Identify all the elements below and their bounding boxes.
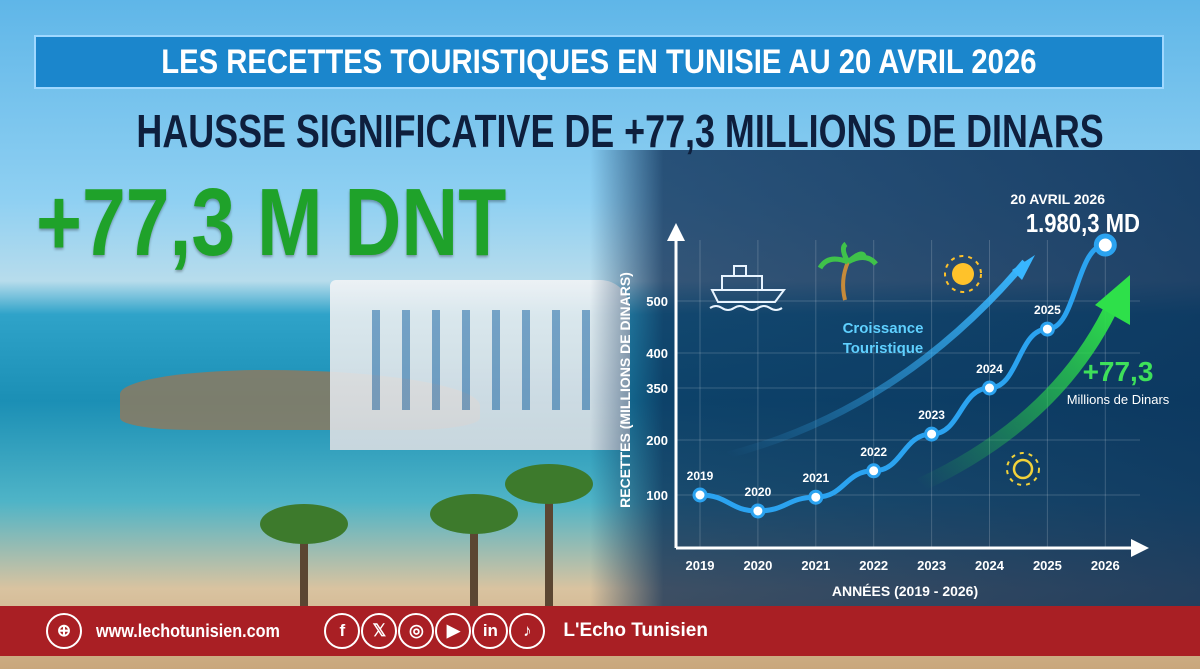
title-banner: LES RECETTES TOURISTIQUES EN TUNISIE AU … <box>34 35 1164 89</box>
x-tick-label: 2022 <box>859 558 888 573</box>
data-point <box>866 463 882 479</box>
sun-icon <box>944 255 982 293</box>
point-label: 2023 <box>918 408 945 422</box>
highlight-figure: +77,3 M DNT <box>36 169 507 276</box>
x-tick-label: 2025 <box>1033 558 1062 573</box>
youtube-icon[interactable]: ▶ <box>435 613 472 649</box>
cruise-ship-icon <box>709 265 786 311</box>
x-tick-label: 2023 <box>917 558 946 573</box>
x-icon[interactable]: 𝕏 <box>361 613 398 649</box>
y-tick-label: 100 <box>646 488 668 503</box>
title: LES RECETTES TOURISTIQUES EN TUNISIE AU … <box>161 42 1037 81</box>
growth-arrow-blue <box>727 259 1028 459</box>
social-links: f 𝕏 ◎ ▶ in ♪ <box>324 613 546 649</box>
x-tick-label: 2026 <box>1091 558 1120 573</box>
facebook-icon[interactable]: f <box>324 613 361 649</box>
linkedin-icon[interactable]: in <box>472 613 509 649</box>
globe-icon: ⊕ <box>46 613 82 649</box>
last-date: 20 AVRIL 2026 <box>1010 191 1105 207</box>
x-tick-label: 2019 <box>686 558 715 573</box>
x-axis-label: ANNÉES (2019 - 2026) <box>832 583 978 599</box>
point-label: 2020 <box>745 485 772 499</box>
y-tick-label: 400 <box>646 346 668 361</box>
x-tick-label: 2020 <box>743 558 772 573</box>
tiktok-icon[interactable]: ♪ <box>509 613 546 649</box>
growth-label-2: Touristique <box>843 340 924 357</box>
brand-name: L'Echo Tunisien <box>563 620 708 641</box>
data-point <box>924 426 940 442</box>
data-point <box>808 489 824 505</box>
growth-label-1: Croissance <box>843 320 924 337</box>
point-label: 2021 <box>802 471 829 485</box>
data-point <box>1039 321 1055 337</box>
y-tick-label: 350 <box>646 381 668 396</box>
instagram-icon[interactable]: ◎ <box>398 613 435 649</box>
data-point <box>692 487 708 503</box>
point-label: 2022 <box>860 445 887 459</box>
y-axis-label: RECETTES (MILLIONS DE DINARS) <box>617 272 633 508</box>
point-label: 2025 <box>1034 303 1061 317</box>
palm-tree <box>260 504 348 609</box>
y-tick-label: 200 <box>646 433 668 448</box>
growth-arrow-green <box>917 297 1122 492</box>
last-value: 1.980,3 MD <box>1026 209 1140 238</box>
increase-unit: Millions de Dinars <box>1067 392 1170 407</box>
subtitle: HAUSSE SIGNIFICATIVE DE +77,3 MILLIONS D… <box>136 105 1104 157</box>
x-tick-label: 2024 <box>975 558 1005 573</box>
data-point <box>750 503 766 519</box>
footer-bar: ⊕ www.lechotunisien.com f 𝕏 ◎ ▶ in ♪ L'Echo T… <box>0 606 1200 656</box>
growth-arrow-blue-head <box>1012 255 1035 280</box>
white-houses <box>330 280 630 450</box>
x-tick-label: 2021 <box>801 558 830 573</box>
data-point <box>1093 233 1117 257</box>
palm-tree-icon <box>817 241 878 301</box>
increase-value: +77,3 <box>1083 356 1154 387</box>
website-link[interactable]: www.lechotunisien.com <box>96 620 280 641</box>
point-label: 2024 <box>976 362 1003 376</box>
y-tick-label: 500 <box>646 294 668 309</box>
point-label: 2019 <box>687 469 714 483</box>
growth-arrow-green-head <box>1095 275 1130 325</box>
palm-tree <box>505 464 593 609</box>
palm-tree <box>430 494 518 609</box>
sun-outline-icon <box>1006 452 1040 486</box>
data-point <box>982 380 997 396</box>
